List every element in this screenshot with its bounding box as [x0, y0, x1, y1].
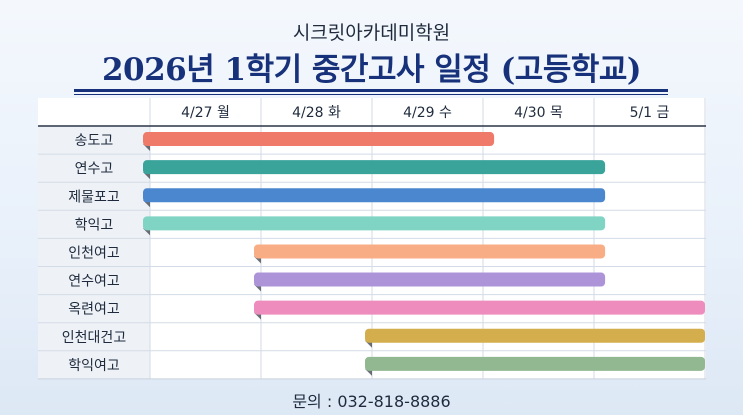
schedule-bar [143, 160, 606, 175]
school-label: 학익고 [75, 217, 114, 233]
school-label: 옥련여고 [68, 302, 120, 318]
schedule-bar [143, 216, 606, 231]
column-header: 4/29 수 [403, 105, 452, 121]
contact-info: 문의 : 032-818-8886 [292, 392, 451, 411]
column-header: 5/1 금 [630, 105, 670, 121]
page-title: 2026년 1학기 중간고사 일정 (고등학교) [101, 52, 642, 88]
school-label: 인천대건고 [62, 330, 127, 346]
column-header: 4/27 월 [181, 105, 230, 121]
school-label: 학익여고 [68, 358, 120, 374]
school-label: 제물포고 [68, 189, 120, 205]
label-column-background [38, 126, 150, 379]
schedule-bar [143, 132, 495, 147]
schedule-bar [365, 328, 705, 343]
column-header: 4/28 화 [292, 105, 341, 121]
schedule-bar [254, 300, 705, 315]
schedule-bar [254, 244, 606, 259]
schedule-bar [143, 188, 606, 203]
schedule-bar [254, 272, 606, 287]
school-label: 연수여고 [68, 274, 120, 290]
column-header: 4/30 목 [514, 105, 563, 121]
school-label: 송도고 [75, 133, 114, 149]
title-underline-thin [74, 94, 668, 95]
school-label: 인천여고 [68, 245, 120, 261]
title-underline [74, 89, 668, 92]
academy-name: 시크릿아카데미학원 [292, 22, 451, 44]
schedule-bar [365, 356, 705, 371]
school-label: 연수고 [75, 161, 114, 177]
